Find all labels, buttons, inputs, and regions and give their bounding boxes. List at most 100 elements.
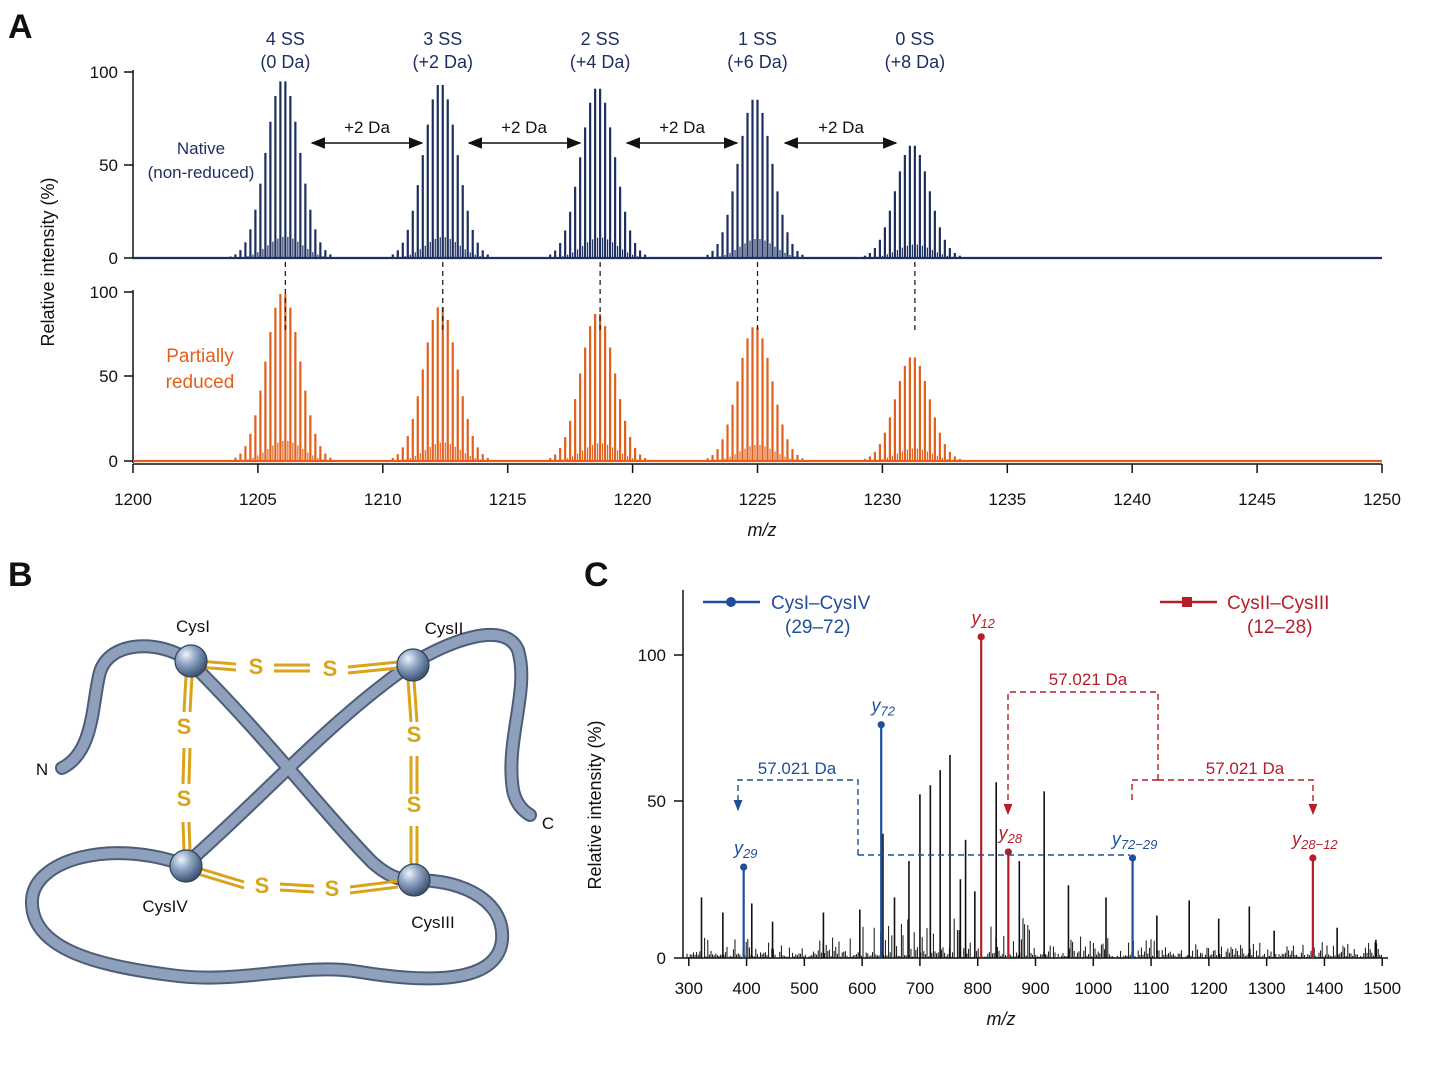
mass-shift-brackets (733, 691, 1318, 856)
sulfur-label: S (407, 722, 422, 747)
ion-label: y72 (869, 696, 895, 719)
panel-c-chart: C Relative intensity (%) 100 50 0 300 400… (584, 556, 1401, 1029)
peak-label: (0 Da) (260, 52, 310, 72)
n-terminus-label: N (36, 760, 48, 779)
panel-c-x-tick-label: 1100 (1133, 979, 1170, 998)
ion-peak-marker (740, 863, 748, 871)
panel-c-x-tick-label: 300 (675, 979, 703, 998)
c-terminus-label: C (542, 814, 554, 833)
ms2-labeled-peaks: y29 y72 y12 y28 y72−29 y28−12 (732, 608, 1338, 958)
native-y-tick-label: 50 (99, 156, 118, 175)
panel-a-x-tick-label: 1225 (739, 490, 777, 509)
panel-c-y-axis-label: Relative intensity (%) (585, 720, 605, 889)
panel-a-x-tick-label: 1200 (114, 490, 152, 509)
isotope-cluster (706, 99, 806, 258)
panel-c-x-tick-label: 1000 (1074, 979, 1112, 998)
panel-c-x-tick-label: 400 (732, 979, 760, 998)
legend-red-marker (1182, 597, 1192, 607)
peptide-backbone (24, 628, 537, 986)
panel-c-x-tick-label: 900 (1021, 979, 1049, 998)
reduced-spectrum (133, 293, 1382, 463)
panel-a-x-tick-label: 1245 (1238, 490, 1276, 509)
peak-label: (+4 Da) (570, 52, 631, 72)
panel-c-y-tick-label: 100 (638, 646, 666, 665)
panel-a-x-tick-label: 1250 (1363, 490, 1401, 509)
isotope-cluster (234, 293, 334, 461)
peak-label: 2 SS (581, 29, 620, 49)
sulfur-label: S (323, 656, 338, 681)
peak-label: 1 SS (738, 29, 777, 49)
panel-c-y-tick-label: 50 (647, 792, 666, 811)
ion-label: y28 (997, 823, 1023, 846)
panel-a-x-tick-label: 1210 (364, 490, 402, 509)
ion-peak-marker (1309, 854, 1317, 862)
native-series-label: Native (177, 139, 225, 158)
ion-peak-marker (977, 633, 985, 641)
native-series-label: (non-reduced) (148, 163, 255, 182)
peak-label: (+8 Da) (885, 52, 946, 72)
isotope-cluster (863, 145, 963, 258)
legend-blue-marker (726, 597, 736, 607)
sulfur-label: S (407, 792, 422, 817)
ion-peak-marker (877, 721, 885, 729)
panel-a-x-tick-label: 1220 (614, 490, 652, 509)
panel-b-diagram: B S S S S (8, 556, 554, 986)
panel-c-x-tick-label: 1200 (1190, 979, 1228, 998)
isotope-cluster (706, 327, 806, 461)
native-y-tick-label: 0 (109, 249, 118, 268)
panel-a-x-tick-label: 1215 (489, 490, 527, 509)
isotope-cluster (391, 307, 491, 461)
isotope-cluster (549, 313, 649, 461)
isotope-cluster (863, 357, 963, 461)
sulfur-label: S (325, 876, 340, 901)
panel-b-letter: B (8, 556, 33, 594)
shift-label: +2 Da (818, 118, 864, 137)
shift-label: +2 Da (659, 118, 705, 137)
ion-peak-marker (1128, 854, 1137, 862)
cys3-label: CysIII (411, 913, 454, 932)
panel-a-x-tick-label: 1240 (1113, 490, 1151, 509)
cys2-label: CysII (425, 619, 464, 638)
panel-c-letter: C (584, 556, 609, 594)
peak-label: 4 SS (266, 29, 305, 49)
ion-label: y12 (969, 608, 995, 631)
native-y-tick-label: 100 (90, 63, 118, 82)
ms2-major-peaks (700, 754, 1377, 958)
shift-label: +2 Da (344, 118, 390, 137)
isotope-cluster (549, 88, 649, 258)
legend-red-label: CysII–CysIII (1227, 593, 1329, 614)
cys1-label: CysI (176, 617, 210, 636)
panel-a-letter: A (8, 8, 33, 46)
panel-c-x-tick-label: 1300 (1248, 979, 1286, 998)
isotope-cluster (391, 85, 491, 258)
cys3-atom (397, 863, 431, 897)
panel-a-chart: A Relative intensity (%) 100 50 0 100 50… (8, 8, 1401, 540)
sulfur-label: S (177, 786, 192, 811)
sulfur-label: S (177, 714, 192, 739)
panel-a-x-tick-label: 1235 (988, 490, 1026, 509)
panel-c-x-tick-label: 700 (906, 979, 934, 998)
reduced-series-label: Partially (166, 346, 234, 367)
sulfur-label: S (255, 873, 270, 898)
panel-c-x-tick-label: 1500 (1363, 979, 1401, 998)
panel-a-peak-labels: 4 SS (0 Da) 3 SS (+2 Da) 2 SS (+4 Da) 1 SS (+6 … (260, 29, 945, 72)
cys4-label: CysIV (142, 897, 188, 916)
sulfur-label: S (249, 654, 264, 679)
ms2-noise-peaks (686, 918, 1384, 958)
panel-c-legend: CysI–CysIV (29–72) CysII–CysIII (12–28) (703, 593, 1329, 638)
legend-blue-label: CysI–CysIV (771, 593, 871, 614)
panel-c-x-ticks: 300 400 500 600 700 800 900 1000 1100 1200 1300 140… (675, 958, 1401, 998)
reduced-y-tick-label: 50 (99, 367, 118, 386)
panel-c-x-tick-label: 1400 (1306, 979, 1344, 998)
reduced-y-tick-label: 100 (90, 283, 118, 302)
panel-c-x-axis-label: m/z (987, 1009, 1016, 1029)
cys2-atom (396, 648, 430, 682)
shift-label: +2 Da (501, 118, 547, 137)
ion-label: y29 (732, 838, 757, 861)
mass-shift-label-blue: 57.021 Da (758, 759, 837, 778)
peak-label: (+6 Da) (727, 52, 788, 72)
panel-a-shift-arrows: +2 Da +2 Da +2 Da +2 Da (310, 118, 898, 149)
native-spectrum (133, 81, 1382, 260)
peak-label: 0 SS (895, 29, 934, 49)
